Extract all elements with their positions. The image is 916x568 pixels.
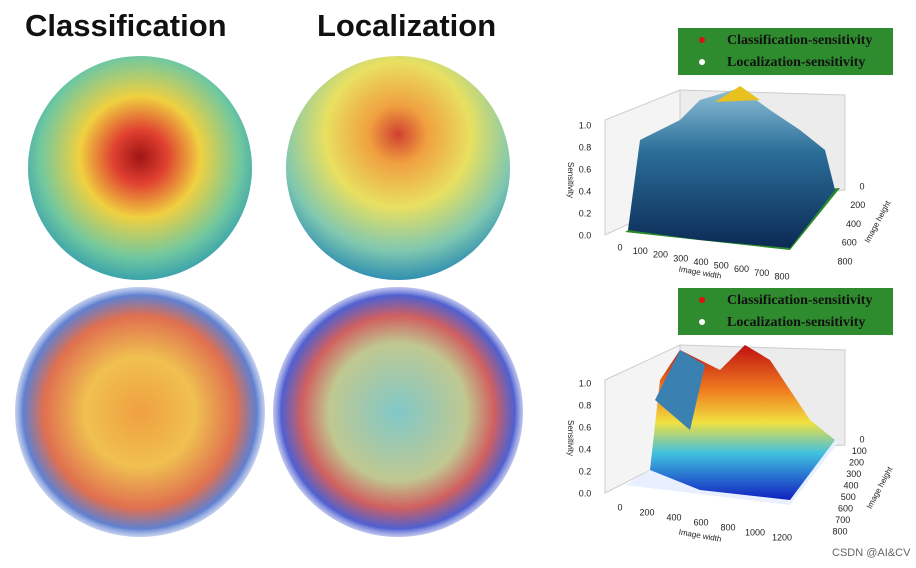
axis-label: Image width <box>678 527 722 543</box>
tick-label: 1.0 <box>579 378 592 388</box>
tick-label: 600 <box>838 503 853 513</box>
tick-label: 300 <box>846 469 861 479</box>
tick-label: 400 <box>666 512 681 522</box>
tick-label: 700 <box>754 268 769 278</box>
heatmap <box>15 287 265 537</box>
tick-label: 400 <box>846 219 861 229</box>
tick-label: 0.6 <box>579 164 592 174</box>
tick-label: 400 <box>693 257 708 267</box>
tick-label: 200 <box>850 200 865 210</box>
axis-label: Image height <box>863 199 893 245</box>
tick-label: 600 <box>693 517 708 527</box>
tick-label: 100 <box>633 246 648 256</box>
tick-label: 1.0 <box>579 120 592 130</box>
tick-label: 0.4 <box>579 444 592 454</box>
tick-label: 0.8 <box>579 142 592 152</box>
tick-label: 0.4 <box>579 186 592 196</box>
watermark: CSDN @AI&CV <box>832 547 911 559</box>
plot-3d <box>604 86 846 250</box>
tick-label: 100 <box>852 446 867 456</box>
tick-label: 0.0 <box>579 488 592 498</box>
legend-label: Classification-sensitivity <box>727 293 872 308</box>
heatmap <box>273 287 523 537</box>
tick-label: 800 <box>832 526 847 536</box>
tick-label: 500 <box>841 492 856 502</box>
tick-label: 700 <box>835 515 850 525</box>
tick-label: 200 <box>849 457 864 467</box>
axis-label: Image height <box>865 465 895 511</box>
tick-label: 0.0 <box>579 230 592 240</box>
tick-label: 0.2 <box>579 208 592 218</box>
tick-label: 0.8 <box>579 400 592 410</box>
tick-label: 800 <box>720 522 735 532</box>
tick-label: 400 <box>843 480 858 490</box>
tick-label: 0 <box>617 502 622 512</box>
heatmap <box>286 56 510 280</box>
legend: Classification-sensitivity Localization-… <box>678 28 893 75</box>
tick-label: 0 <box>859 181 864 191</box>
axis-label: Sensitivity <box>566 420 575 456</box>
tick-label: 0.2 <box>579 466 592 476</box>
legend: Classification-sensitivity Localization-… <box>678 288 893 335</box>
heatmap <box>28 56 252 280</box>
plot-3d <box>604 344 846 505</box>
tick-label: 300 <box>673 253 688 263</box>
tick-label: 0 <box>617 242 622 252</box>
tick-label: 500 <box>714 261 729 271</box>
legend-label: Classification-sensitivity <box>727 33 872 48</box>
tick-label: 200 <box>653 250 668 260</box>
tick-label: 600 <box>842 238 857 248</box>
tick-label: 200 <box>639 507 654 517</box>
title: Classification <box>25 8 227 43</box>
tick-label: 1200 <box>772 532 792 542</box>
tick-label: 0.6 <box>579 422 592 432</box>
axis-label: Sensitivity <box>566 162 575 198</box>
tick-label: 0 <box>859 434 864 444</box>
tick-label: 600 <box>734 264 749 274</box>
tick-label: 800 <box>774 271 789 281</box>
tick-label: 1000 <box>745 527 765 537</box>
title: Localization <box>317 8 496 43</box>
tick-label: 800 <box>837 256 852 266</box>
legend-label: Localization-sensitivity <box>727 55 865 70</box>
legend-label: Localization-sensitivity <box>727 315 865 330</box>
